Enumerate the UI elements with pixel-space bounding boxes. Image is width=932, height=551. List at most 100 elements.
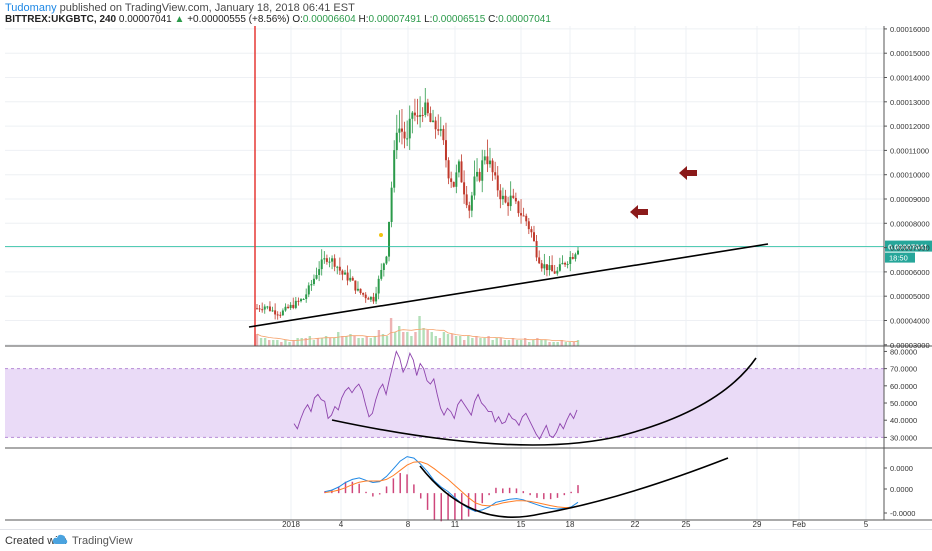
publish-text: published on TradingView.com, January 18… [59, 2, 355, 14]
candle-body [452, 181, 455, 187]
candle-body [349, 277, 352, 281]
y-tick-label: 0.00016000 [890, 25, 930, 34]
volume-bar [576, 340, 580, 346]
candle-body [486, 156, 489, 165]
candle-body [362, 292, 365, 295]
candle-body [507, 202, 510, 207]
candle-body [574, 254, 577, 259]
y-tick-label: 0.00008000 [890, 219, 930, 228]
volume-bar [467, 336, 470, 346]
volume-bar [487, 336, 490, 346]
volume-bar [381, 334, 385, 346]
macd-tick-label: -0.0000 [890, 509, 915, 518]
candle-body [530, 229, 533, 233]
candle-body [571, 257, 574, 259]
volume-bar [259, 338, 263, 346]
volume-bar [544, 340, 547, 346]
volume-bar [406, 332, 409, 346]
y-tick-label: 0.00015000 [890, 49, 930, 58]
volume-bar [373, 336, 377, 346]
candle-body [284, 306, 287, 311]
candle-body [561, 262, 564, 265]
grid [5, 26, 884, 520]
volume-bar [560, 340, 563, 346]
candle-body [289, 304, 292, 309]
x-tick-label: 11 [451, 520, 460, 529]
candle-body [442, 128, 445, 141]
candle-body [558, 264, 561, 271]
volume-bar [312, 340, 316, 346]
volume-bar [337, 332, 340, 346]
volume-bar [458, 336, 462, 346]
volume-bar [426, 330, 429, 346]
y-tick-label: 0.00005000 [890, 292, 930, 301]
rsi-tick-label: 30.0000 [890, 433, 917, 442]
volume-bar [365, 336, 368, 346]
candle-body [258, 308, 261, 310]
volume-bar [263, 338, 267, 346]
volume-bar [296, 338, 299, 346]
time-badge [885, 252, 915, 263]
volume-bar [288, 342, 291, 346]
candle-body [305, 294, 308, 299]
volume-bar [523, 338, 527, 346]
indicators [293, 350, 579, 522]
candle-body [323, 258, 326, 260]
candle-body [292, 304, 295, 308]
candle-body [545, 264, 548, 271]
candle-body [380, 269, 383, 279]
candle-body [261, 309, 264, 311]
candle-body [393, 150, 396, 188]
candle-body [315, 274, 318, 279]
volume-bar [568, 342, 572, 346]
rsi-tick-label: 70.0000 [890, 365, 917, 374]
candle-body [447, 160, 450, 179]
y-tick-label: 0.00006000 [890, 268, 930, 277]
publisher-name[interactable]: Tudomany [5, 2, 57, 14]
volume-bar [418, 316, 421, 346]
volume-bar [430, 332, 433, 346]
candle-body [375, 293, 378, 302]
x-tick-label: 5 [864, 520, 869, 529]
volume-bar [511, 338, 515, 346]
y-tick-label: 0.00014000 [890, 74, 930, 83]
macd-tick-label: 0.0000 [890, 464, 913, 473]
candle-body [297, 300, 300, 302]
candle-body [271, 310, 274, 312]
candle-body [382, 263, 385, 270]
volume-bar [507, 340, 511, 346]
open-label: O: [292, 14, 303, 25]
volume-bar [276, 340, 279, 346]
volume-bar [564, 342, 568, 346]
candle-body [274, 310, 277, 315]
volume-bar [357, 338, 360, 346]
volume-bar [450, 334, 454, 346]
rsi-tick-label: 40.0000 [890, 416, 917, 425]
volume-bar [308, 336, 312, 346]
candle-body [437, 129, 440, 131]
candle-body [388, 221, 391, 257]
low-value: 0.00006515 [432, 14, 486, 25]
y-tick-label: 0.00004000 [890, 316, 930, 325]
candle-body [463, 182, 466, 195]
candle-body [444, 140, 447, 161]
last-price: 0.00007041 [118, 14, 172, 25]
volume-bar [272, 340, 275, 346]
candle-body [540, 263, 543, 269]
volume-bar [442, 332, 446, 346]
candle-body [416, 115, 419, 117]
candle-body [551, 265, 554, 272]
open-value: 0.00006604 [302, 14, 356, 25]
volume-bar [422, 328, 425, 346]
candle-body [411, 112, 414, 119]
tradingview-logo[interactable]: TradingView [72, 535, 133, 547]
candle-body [429, 113, 432, 122]
volume-bar [491, 340, 494, 346]
y-tick-label: 0.00009000 [890, 195, 930, 204]
volume-bar [267, 340, 271, 346]
volume-bar [556, 342, 559, 346]
candle-body [460, 161, 463, 183]
volume-bar [463, 340, 466, 346]
created-with-text: Created with [5, 535, 67, 547]
